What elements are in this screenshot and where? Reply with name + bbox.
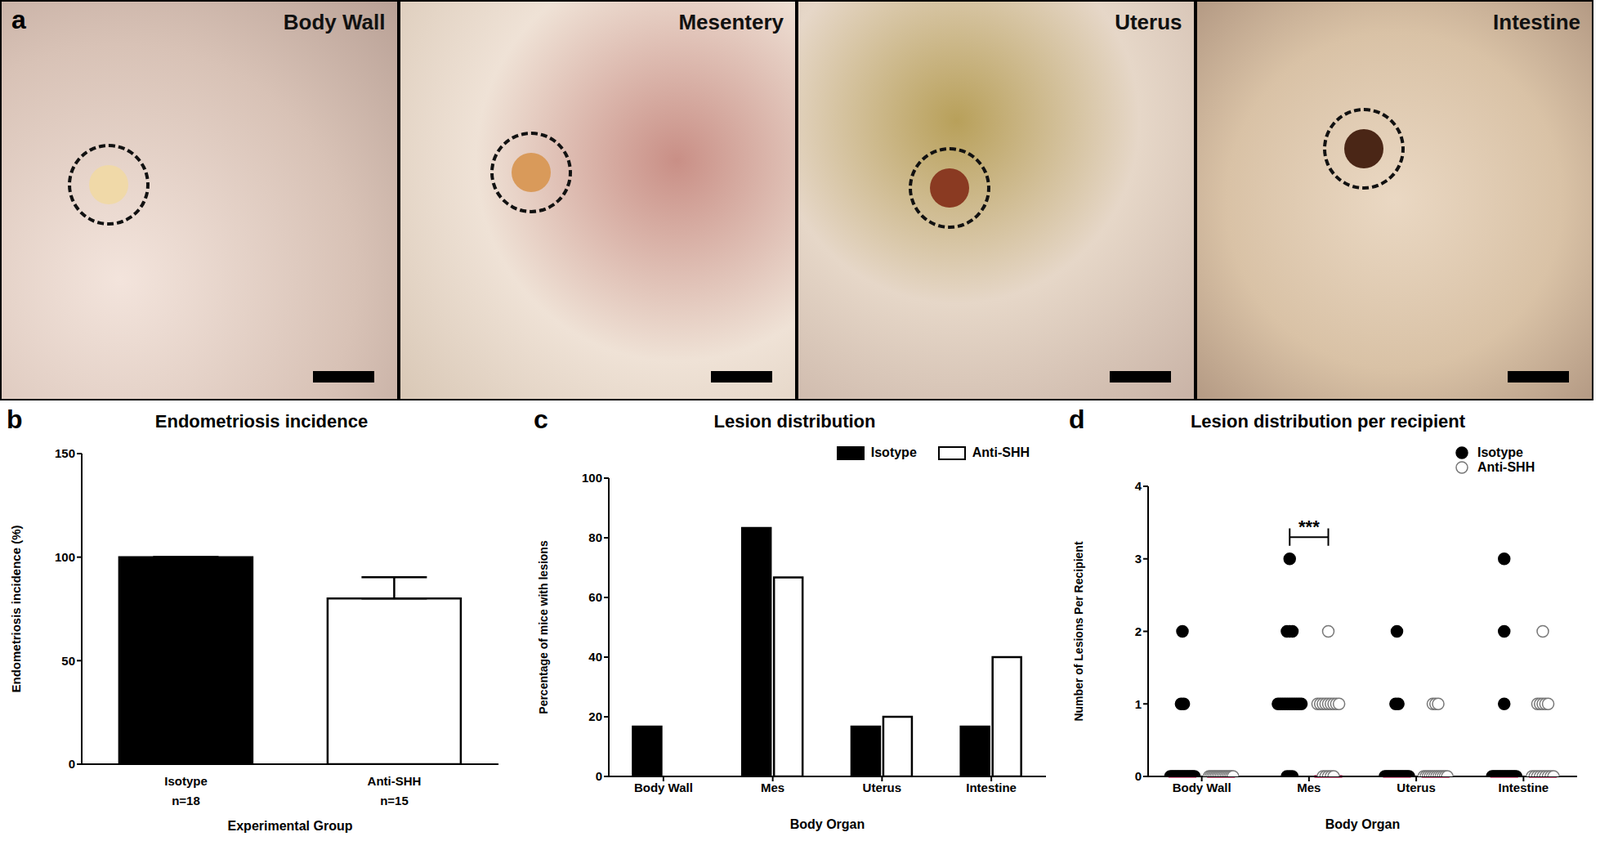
html-text:b: b — [6, 404, 23, 434]
html-text:Isotype: Isotype — [1477, 445, 1524, 460]
svg-text:100: 100 — [581, 470, 603, 485]
svg-text:n=15: n=15 — [379, 793, 409, 808]
svg-text:Anti-SHH: Anti-SHH — [367, 773, 422, 788]
html-text:Anti-SHH: Anti-SHH — [972, 445, 1030, 460]
svg-text:0: 0 — [1135, 768, 1142, 783]
svg-text:Body Wall: Body Wall — [634, 780, 693, 795]
svg-text:Mes: Mes — [1296, 780, 1321, 795]
svg-text:1: 1 — [1135, 697, 1142, 711]
html-text:Uterus: Uterus — [1114, 9, 1183, 35]
svg-text:2: 2 — [1135, 624, 1142, 639]
svg-text:Uterus: Uterus — [1396, 780, 1436, 795]
html-text:Isotype: Isotype — [870, 445, 917, 460]
svg-text:Percentage of mice with lesion: Percentage of mice with lesions — [536, 540, 550, 715]
html-text:Mesentery: Mesentery — [678, 9, 784, 35]
svg-text:80: 80 — [588, 530, 603, 545]
html-text:Anti-SHH: Anti-SHH — [1477, 460, 1535, 474]
svg-text:150: 150 — [54, 446, 76, 461]
html-text:Intestine: Intestine — [1493, 9, 1581, 35]
svg-text:Experimental Group: Experimental Group — [227, 818, 354, 833]
svg-text:3: 3 — [1135, 551, 1142, 566]
svg-text:Mes: Mes — [760, 780, 785, 795]
svg-text:50: 50 — [61, 653, 76, 668]
svg-text:n=18: n=18 — [171, 793, 201, 808]
html-text:Endometriosis incidence: Endometriosis incidence — [155, 411, 368, 432]
svg-text:20: 20 — [588, 709, 603, 724]
svg-text:Intestine: Intestine — [1498, 780, 1550, 795]
svg-text:Body Wall: Body Wall — [1172, 780, 1232, 795]
svg-text:100: 100 — [54, 549, 76, 564]
svg-text:Body Organ: Body Organ — [1325, 817, 1401, 832]
html-text:c: c — [533, 404, 549, 434]
html-text:Body Wall: Body Wall — [283, 9, 386, 35]
svg-text:Uterus: Uterus — [862, 780, 903, 795]
svg-text:Isotype: Isotype — [164, 773, 208, 788]
svg-text:60: 60 — [588, 589, 603, 604]
svg-text:Number of Lesions Per Recipien: Number of Lesions Per Recipient — [1072, 540, 1086, 721]
html-text:Lesion distribution per recipi: Lesion distribution per recipient — [1190, 411, 1466, 432]
svg-text:4: 4 — [1135, 478, 1143, 493]
svg-text:Body Organ: Body Organ — [790, 817, 866, 832]
svg-text:***: *** — [1298, 516, 1320, 537]
svg-text:0: 0 — [595, 768, 603, 783]
svg-text:Endometriosis incidence (%): Endometriosis incidence (%) — [8, 524, 23, 693]
svg-text:40: 40 — [588, 649, 603, 664]
svg-text:Intestine: Intestine — [965, 780, 1017, 795]
html-text:a: a — [11, 4, 26, 35]
svg-text:0: 0 — [68, 756, 76, 771]
html-text:d: d — [1068, 404, 1085, 434]
html-text:Lesion distribution: Lesion distribution — [713, 411, 876, 432]
